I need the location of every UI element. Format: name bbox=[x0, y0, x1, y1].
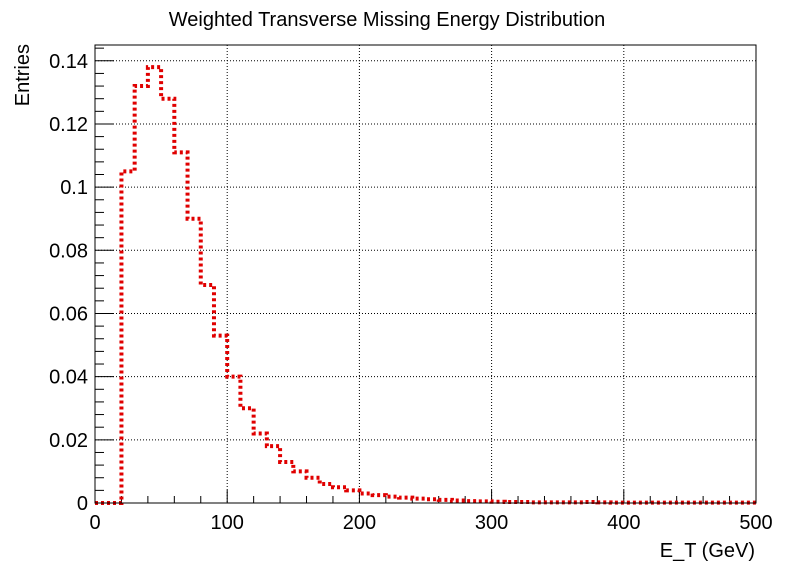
y-tick-label: 0.06 bbox=[49, 303, 88, 325]
y-tick-label: 0.14 bbox=[49, 51, 88, 73]
y-tick-label: 0.02 bbox=[49, 430, 88, 452]
x-tick-label: 300 bbox=[475, 512, 508, 534]
chart-title: Weighted Transverse Missing Energy Distr… bbox=[169, 9, 605, 31]
y-tick-label: 0.1 bbox=[60, 177, 88, 199]
plot-frame bbox=[94, 44, 757, 504]
x-tick-label: 400 bbox=[607, 512, 640, 534]
y-tick-label: 0 bbox=[77, 493, 88, 515]
x-tick-label: 200 bbox=[343, 512, 376, 534]
axis-ticks: 0 100 200 300 400 500 0 0.02 0.04 0.06 0.08 0.1 0.12… bbox=[49, 47, 773, 534]
series-line bbox=[95, 65, 756, 505]
series-group bbox=[95, 65, 756, 505]
x-tick-label: 500 bbox=[739, 512, 772, 534]
y-axis-label: Entries bbox=[12, 44, 34, 106]
x-axis-label: E_T (GeV) bbox=[660, 540, 755, 562]
x-tick-label: 0 bbox=[89, 512, 100, 534]
y-tick-label: 0.12 bbox=[49, 114, 88, 136]
y-tick-label: 0.04 bbox=[49, 367, 88, 389]
y-tick-label: 0.08 bbox=[49, 240, 88, 262]
x-tick-label: 100 bbox=[211, 512, 244, 534]
grid-lines bbox=[95, 45, 756, 503]
